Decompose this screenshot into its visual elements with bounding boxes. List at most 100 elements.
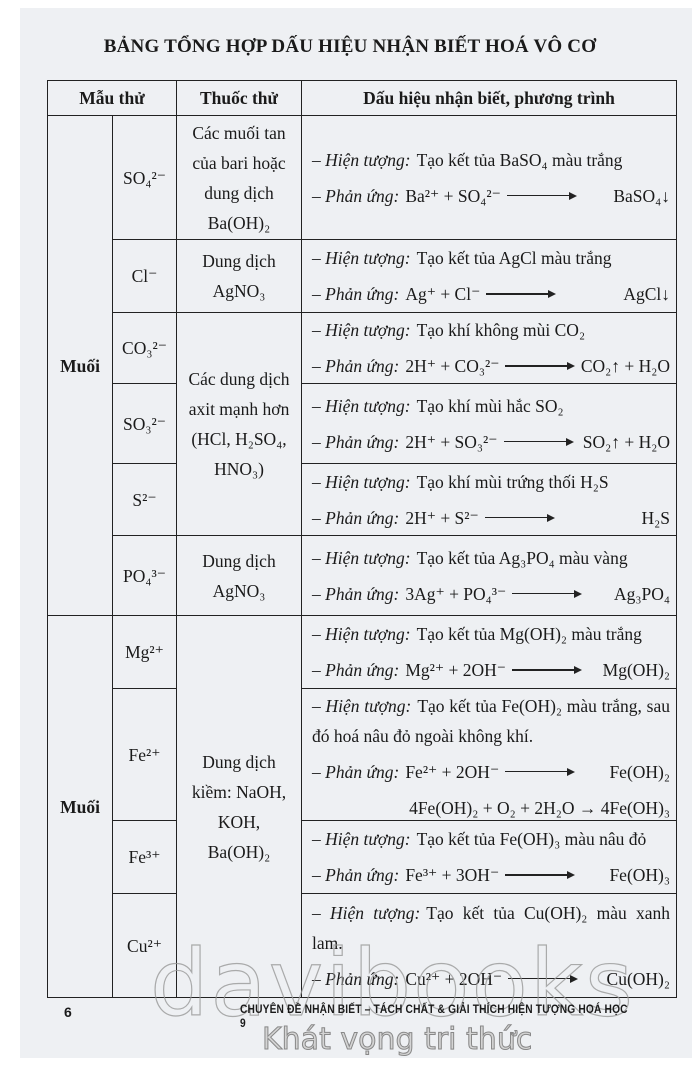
reaction-products: AgCl↓ — [623, 284, 670, 304]
phenomenon-label: – Hiện tượng: — [312, 248, 411, 268]
page-background — [20, 8, 692, 1058]
reaction-products: Fe(OH)₃ — [609, 865, 670, 885]
reaction-products: H₂S — [641, 507, 670, 528]
group-cell: Muối — [47, 115, 113, 616]
reagent-text: Dung dịch kiềm: NaOH, KOH, Ba(OH)₂ — [191, 751, 287, 862]
sign-cell: – Hiện tượng: Tạo khí mùi trứng thối H₂S –… — [301, 463, 677, 536]
sample-ion: SO₄²⁻ — [123, 167, 166, 188]
sample-cell: Mg²⁺ — [112, 615, 177, 689]
sample-cell: Fe²⁺ — [112, 688, 177, 821]
reaction-products: Fe(OH)₂ — [609, 761, 670, 782]
arrow-icon — [512, 666, 582, 674]
sample-cell: S²⁻ — [112, 463, 177, 536]
reaction-products: SO₂↑ + H₂O — [582, 431, 670, 452]
phenomenon-label: – Hiện tượng: — [312, 320, 411, 340]
header-sign: Dấu hiệu nhận biết, phương trình — [301, 80, 677, 116]
page-title: BẢNG TỔNG HỢP DẤU HIỆU NHẬN BIẾT HOÁ VÔ … — [103, 36, 597, 57]
phenomenon-label: – Hiện tượng: — [312, 149, 411, 170]
phenomenon-text: Tạo khí mùi trứng thối H₂S — [416, 471, 609, 492]
phenomenon-text: Tạo kết tủa Fe(OH)₂ màu trắng, sau đó ho… — [312, 695, 670, 746]
sign-cell: – Hiện tượng: Tạo khí không mùi CO₂ – Phản… — [301, 312, 677, 384]
sample-cell: CO₃²⁻ — [112, 312, 177, 384]
phenomenon-text: Tạo kết tủa Cu(OH)₂ màu xanh lam. — [312, 902, 670, 953]
phenomenon-label: – Hiện tượng: — [312, 395, 411, 416]
sample-cell: PO₄³⁻ — [112, 535, 177, 616]
arrow-icon — [484, 513, 555, 522]
sample-ion: Cl⁻ — [131, 266, 158, 286]
reagent-cell: Các muối tan của bari hoặc dung dịch Ba(… — [176, 115, 302, 240]
phenomenon-text: Tạo kết tủa AgCl màu trắng — [416, 248, 612, 268]
sign-cell: – Hiện tượng: Tạo kết tủa Ag₃PO₄ màu vàng… — [301, 535, 677, 616]
reaction-reactants: Fe³⁺ + 3OH⁻ — [405, 865, 500, 885]
sample-cell: Cl⁻ — [112, 239, 177, 313]
phenomenon-label: – Hiện tượng: — [312, 902, 421, 923]
reaction-reactants: 3Ag⁺ + PO₄³⁻ — [405, 583, 507, 604]
phenomenon-label: – Hiện tượng: — [312, 471, 411, 492]
sample-cell: Fe³⁺ — [112, 820, 177, 894]
reaction-label: – Phản ứng: — [312, 431, 400, 452]
reaction-products: Cu(OH)₂ — [606, 968, 670, 989]
reaction-reactants: 2H⁺ + SO₃²⁻ — [405, 431, 498, 452]
sample-cell: SO₄²⁻ — [112, 115, 177, 240]
reaction-products: Ag₃PO₄ — [614, 583, 670, 604]
reaction-reactants: Mg²⁺ + 2OH⁻ — [405, 660, 506, 680]
reaction-products: CO₂↑ + H₂O — [580, 356, 670, 376]
reaction-products: BaSO₄↓ — [613, 185, 670, 206]
sample-ion: SO₃²⁻ — [123, 413, 166, 434]
header-sample: Mẫu thử — [47, 80, 177, 116]
reaction-reactants: Fe²⁺ + 2OH⁻ — [405, 761, 500, 782]
phenomenon-label: – Hiện tượng: — [312, 624, 411, 644]
reagent-cell: Dung dịch AgNO₃ — [176, 239, 302, 313]
group-cell: Muối — [47, 615, 113, 998]
reagent-text: Các muối tan của bari hoặc dung dịch Ba(… — [192, 122, 286, 233]
arrow-icon — [505, 362, 575, 370]
sample-ion: CO₃²⁻ — [122, 338, 167, 358]
sample-cell: SO₃²⁻ — [112, 383, 177, 464]
header-label: Dấu hiệu nhận biết, phương trình — [363, 88, 615, 108]
header-label: Mẫu thử — [79, 88, 145, 108]
group-label: Muối — [60, 355, 100, 376]
arrow-icon — [512, 589, 583, 598]
sign-cell: – Hiện tượng: Tạo kết tủa AgCl màu trắng –… — [301, 239, 677, 313]
phenomenon-text: Tạo kết tủa BaSO₄ màu trắng — [416, 149, 623, 170]
arrow-icon — [508, 974, 579, 983]
watermark-logo: davibooks — [149, 929, 635, 1037]
reaction-label: – Phản ứng: — [312, 660, 400, 680]
sample-ion: Cu²⁺ — [127, 935, 162, 956]
sample-ion: PO₄³⁻ — [123, 565, 166, 586]
reaction-label: – Phản ứng: — [312, 968, 400, 989]
phenomenon-text: Tạo kết tủa Mg(OH)₂ màu trắng — [416, 624, 642, 644]
group-label: Muối — [60, 796, 100, 817]
sample-ion: Fe²⁺ — [128, 744, 161, 765]
reagent-text: Dung dịch AgNO₃ — [202, 550, 276, 601]
phenomenon-label: – Hiện tượng: — [312, 695, 412, 716]
reaction-label: – Phản ứng: — [312, 761, 400, 782]
arrow-icon — [505, 871, 576, 879]
reaction-reactants: Cu²⁺ + 2OH⁻ — [405, 968, 503, 989]
header-reagent: Thuốc thử — [176, 80, 302, 116]
reaction-label: – Phản ứng: — [312, 507, 400, 528]
reaction-label: – Phản ứng: — [312, 865, 400, 885]
phenomenon-text: Tạo kết tủa Fe(OH)₃ màu nâu đỏ — [416, 829, 647, 849]
phenomenon-text: Tạo kết tủa Ag₃PO₄ màu vàng — [416, 547, 628, 568]
sign-cell: – Hiện tượng: Tạo kết tủa Fe(OH)₂ màu trắ… — [301, 688, 677, 821]
arrow-icon — [506, 191, 577, 200]
reagent-text: Dung dịch AgNO₃ — [202, 251, 276, 301]
sign-cell: – Hiện tượng: Tạo kết tủa Fe(OH)₃ màu nâu… — [301, 820, 677, 894]
reaction-reactants: 2H⁺ + CO₃²⁻ — [405, 356, 500, 376]
sign-cell: – Hiện tượng: Tạo khí mùi hắc SO₂ – Phản ứ… — [301, 383, 677, 464]
reaction-label: – Phản ứng: — [312, 185, 400, 206]
reaction-products: Mg(OH)₂ — [602, 660, 670, 680]
reagent-cell: Dung dịch AgNO₃ — [176, 535, 302, 616]
reagent-text: Các dung dịch axit mạnh hơn (HCl, H₂SO₄,… — [188, 369, 290, 479]
sample-ion: Fe³⁺ — [128, 847, 161, 867]
arrow-icon — [505, 767, 576, 776]
phenomenon-text: Tạo khí mùi hắc SO₂ — [416, 395, 564, 416]
reaction-extra: 4Fe(OH)₂ + O₂ + 2H₂O → 4Fe(OH)₃ — [409, 797, 670, 818]
arrow-icon — [486, 290, 557, 298]
page-number: 6 — [64, 1004, 72, 1020]
phenomenon-label: – Hiện tượng: — [312, 547, 411, 568]
reaction-reactants: Ag⁺ + Cl⁻ — [405, 284, 481, 304]
reaction-reactants: 2H⁺ + S²⁻ — [405, 507, 479, 528]
sign-cell: – Hiện tượng: Tạo kết tủa Mg(OH)₂ màu trắ… — [301, 615, 677, 689]
